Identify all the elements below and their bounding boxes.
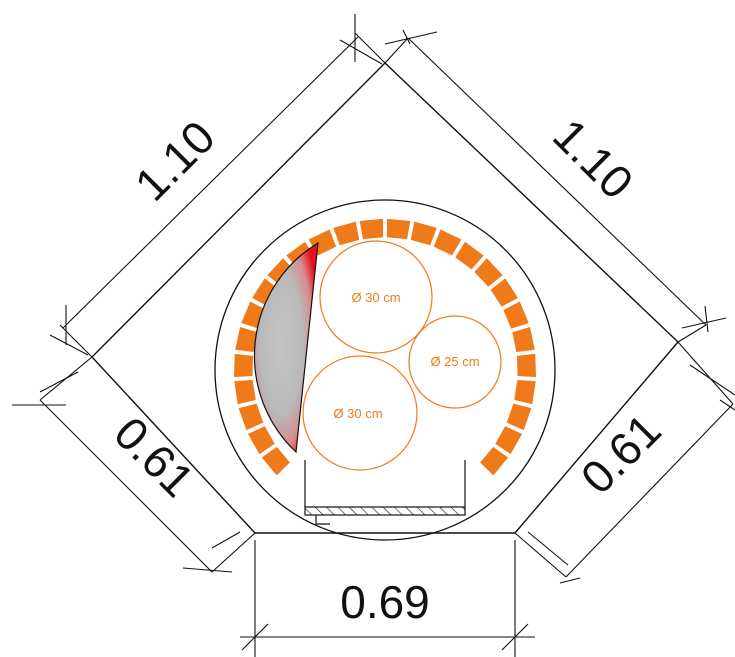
- brick: [409, 219, 439, 248]
- brick: [510, 325, 537, 354]
- dimension-top-right-label: 1.10: [543, 109, 643, 209]
- brick: [236, 401, 266, 433]
- dimension-bottom: [240, 540, 535, 657]
- dimension-bottom-label: 0.69: [340, 576, 430, 628]
- brick: [453, 239, 486, 272]
- cleanout-plate: [304, 506, 466, 516]
- chimney-outline: [91, 62, 679, 534]
- brick: [259, 444, 292, 478]
- brick: [232, 352, 255, 379]
- brick: [431, 227, 464, 258]
- brick: [501, 299, 531, 331]
- pipe-1-circle: [319, 240, 433, 354]
- dimension-bottom-right: [514, 341, 735, 584]
- casing-circle: [214, 199, 556, 541]
- pipe-1: Ø 30 cm: [319, 240, 433, 354]
- pipe-1-label: Ø 30 cm: [351, 290, 400, 305]
- brick: [472, 255, 505, 289]
- dimension-bottom-left: [12, 356, 256, 573]
- brick: [478, 444, 511, 478]
- pipe-3-circle: [302, 355, 418, 471]
- pipe-2-circle: [408, 315, 502, 409]
- brick: [515, 352, 538, 379]
- brick: [504, 401, 534, 433]
- brick: [385, 217, 412, 241]
- brick: [331, 219, 361, 248]
- pipe-3-label: Ø 30 cm: [333, 406, 382, 421]
- brick: [232, 378, 258, 407]
- pipe-3: Ø 30 cm: [302, 355, 418, 471]
- brick: [493, 424, 525, 457]
- dimension-bottom-right-label: 0.61: [571, 404, 671, 504]
- cleanout-handle: [315, 515, 330, 525]
- brick-ring: [232, 217, 538, 478]
- dimension-top-right: [384, 29, 727, 343]
- pipe-2-label: Ø 25 cm: [430, 354, 479, 369]
- dimension-bottom-left-label: 0.61: [104, 407, 204, 507]
- brick: [358, 217, 385, 241]
- dimension-top-left-label: 1.10: [125, 111, 225, 211]
- heat-shield: [253, 241, 319, 454]
- brick: [512, 378, 538, 407]
- brick: [245, 424, 277, 457]
- dimension-top-left: [49, 14, 386, 358]
- brick: [488, 276, 521, 309]
- pipe-2: Ø 25 cm: [408, 315, 502, 409]
